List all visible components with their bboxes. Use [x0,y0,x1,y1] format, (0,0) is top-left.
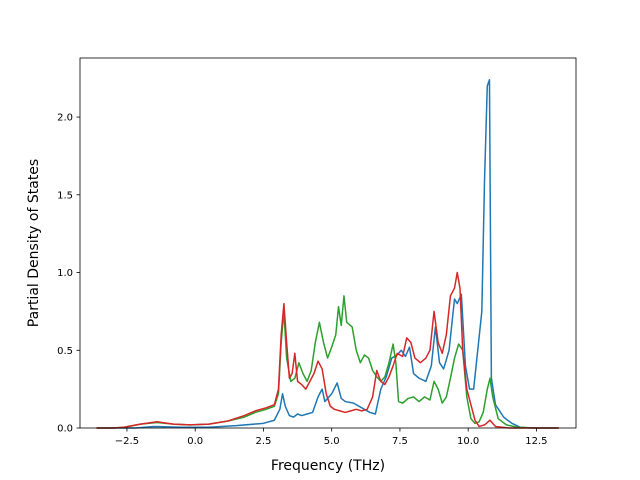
axes-spines [79,57,577,429]
x-tick-label: 12.5 [525,436,547,447]
x-axis-ticks: −2.5 0.0 2.5 5.0 7.5 10.0 12.5 [115,428,548,447]
y-axis-ticks: 0.0 0.5 1.0 1.5 2.0 [57,113,80,435]
x-axis-label: Frequency (THz) [271,458,385,474]
series-layer [96,79,560,429]
x-tick-label: 2.5 [255,436,271,447]
x-tick-label: 10.0 [457,436,479,447]
plot-frame [80,58,576,428]
y-tick-label: 0.0 [57,424,73,435]
y-tick-label: 1.0 [57,268,73,279]
series-line-1 [96,79,560,429]
x-tick-label: −2.5 [115,436,139,447]
y-tick-label: 0.5 [57,346,73,357]
x-tick-label: 7.5 [392,436,408,447]
y-tick-label: 1.5 [57,190,73,201]
x-tick-label: 0.0 [187,436,203,447]
y-tick-label: 2.0 [57,113,73,124]
x-tick-label: 5.0 [324,436,340,447]
series-line-2 [96,295,560,429]
y-axis-label: Partial Density of States [26,159,42,327]
series-line-3 [96,271,560,429]
plot-area [79,57,577,429]
